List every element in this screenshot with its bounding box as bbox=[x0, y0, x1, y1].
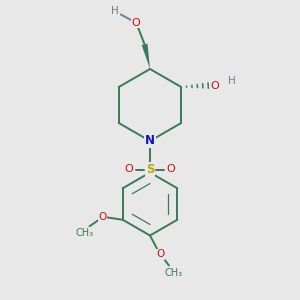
Text: O: O bbox=[156, 249, 165, 259]
Text: O: O bbox=[98, 212, 106, 222]
Text: O: O bbox=[167, 164, 176, 175]
Text: CH₃: CH₃ bbox=[165, 268, 183, 278]
Text: O: O bbox=[124, 164, 134, 175]
Text: H: H bbox=[111, 6, 119, 16]
Text: O: O bbox=[210, 80, 219, 91]
Text: CH₃: CH₃ bbox=[75, 228, 93, 238]
Polygon shape bbox=[142, 44, 150, 69]
Text: N: N bbox=[145, 134, 155, 148]
Text: O: O bbox=[132, 18, 141, 28]
Text: H: H bbox=[228, 76, 236, 86]
Text: S: S bbox=[146, 163, 154, 176]
